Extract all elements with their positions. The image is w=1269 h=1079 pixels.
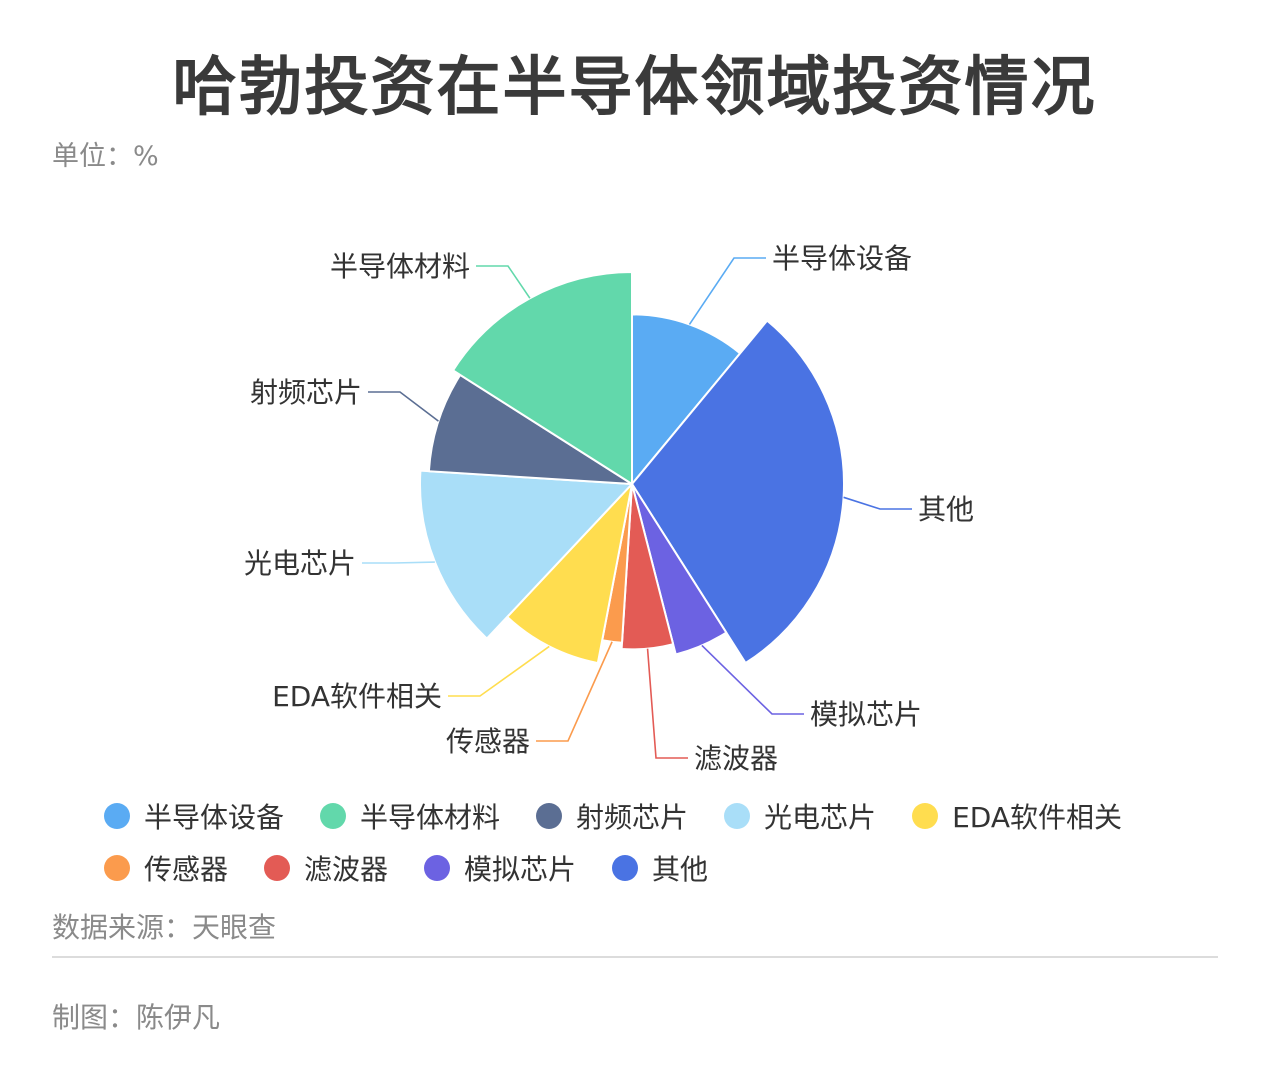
legend-dot-icon <box>912 803 939 829</box>
data-source: 数据来源：天眼查 <box>52 911 277 944</box>
legend-item-1[interactable]: 半导体材料 <box>320 800 500 834</box>
leader-line-0 <box>688 257 766 325</box>
leader-line-1 <box>843 496 912 510</box>
legend-label: 射频芯片 <box>576 801 689 834</box>
pie-slice-7 <box>427 373 633 485</box>
legend-dot-icon <box>104 803 130 829</box>
slice-label-1: 其他 <box>918 493 974 526</box>
legend-label: 模拟芯片 <box>464 853 577 886</box>
legend-label: EDA软件相关 <box>952 801 1122 834</box>
legend-item-7[interactable]: 模拟芯片 <box>424 852 576 886</box>
legend-label: 其他 <box>652 853 709 886</box>
leader-line-3 <box>646 648 688 759</box>
leader-line-2 <box>701 644 804 715</box>
legend-dot-icon <box>424 855 451 881</box>
slice-label-8: 半导体材料 <box>330 250 470 283</box>
slice-label-2: 模拟芯片 <box>810 698 922 731</box>
legend-dot-icon <box>536 803 563 829</box>
legend-item-3[interactable]: 光电芯片 <box>724 800 876 834</box>
legend-item-5[interactable]: 传感器 <box>104 852 228 886</box>
slice-label-0: 半导体设备 <box>772 242 912 275</box>
pie-slice-2 <box>631 483 728 656</box>
legend-dot-icon <box>320 803 347 829</box>
legend-item-6[interactable]: 滤波器 <box>264 852 388 886</box>
leader-line-6 <box>362 561 435 564</box>
legend-dot-icon <box>264 855 291 881</box>
chart-title: 哈勃投资在半导体领域投资情况 <box>172 51 1097 125</box>
slice-label-6: 光电芯片 <box>244 547 356 580</box>
legend-dot-icon <box>612 855 639 881</box>
slice-label-5: EDA软件相关 <box>272 680 442 713</box>
slice-label-4: 传感器 <box>446 725 530 758</box>
legend-label: 滤波器 <box>304 853 389 886</box>
leader-line-4 <box>536 641 613 742</box>
legend-label: 光电芯片 <box>764 801 877 834</box>
chart-legend: 半导体设备 半导体材料 射频芯片 光电芯片 EDA软件相关传感器 滤波器 模拟芯片 其他 <box>104 800 1224 886</box>
legend-dot-icon <box>724 803 751 829</box>
legend-label: 半导体设备 <box>144 801 285 834</box>
leader-line-8 <box>476 265 531 299</box>
legend-label: 半导体材料 <box>360 801 501 834</box>
footer-divider <box>52 956 1218 958</box>
pie-slice-1 <box>631 319 845 664</box>
unit-label: 单位：% <box>52 141 159 172</box>
legend-item-2[interactable]: 射频芯片 <box>536 800 688 834</box>
legend-item-4[interactable]: EDA软件相关 <box>912 800 1122 834</box>
leader-line-5 <box>448 645 550 697</box>
chart-author: 制图：陈伊凡 <box>52 1001 221 1034</box>
legend-dot-icon <box>104 855 130 881</box>
legend-item-8[interactable]: 其他 <box>612 852 708 886</box>
pie-slice-3 <box>620 483 675 651</box>
slice-label-7: 射频芯片 <box>250 376 362 409</box>
legend-label: 传感器 <box>144 853 229 886</box>
legend-item-0[interactable]: 半导体设备 <box>104 800 284 834</box>
leader-line-7 <box>368 391 439 422</box>
pie-slice-0 <box>631 313 742 485</box>
slice-label-3: 滤波器 <box>694 742 778 775</box>
